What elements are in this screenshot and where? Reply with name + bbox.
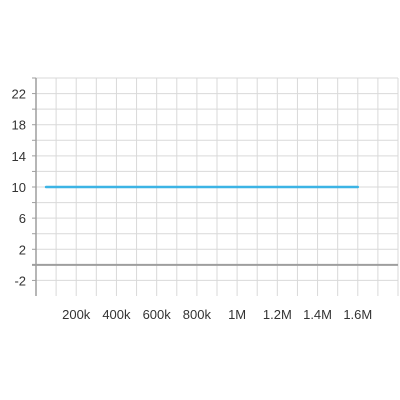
x-tick-label: 400k bbox=[102, 307, 131, 322]
axes bbox=[32, 77, 398, 296]
y-tick-label: 22 bbox=[12, 87, 26, 102]
x-tick-label: 1.6M bbox=[343, 307, 372, 322]
x-tick-label: 1.4M bbox=[303, 307, 332, 322]
y-tick-label: 6 bbox=[19, 211, 26, 226]
x-tick-label: 1M bbox=[228, 307, 246, 322]
x-tick-label: 800k bbox=[183, 307, 212, 322]
y-tick-label: 10 bbox=[12, 180, 26, 195]
y-tick-label: 18 bbox=[12, 118, 26, 133]
y-tick-label: 2 bbox=[19, 242, 26, 257]
x-tick-label: 1.2M bbox=[263, 307, 292, 322]
y-tick-label: 14 bbox=[12, 149, 26, 164]
x-tick-label: 200k bbox=[62, 307, 91, 322]
y-tick-label: -2 bbox=[14, 273, 26, 288]
tick-labels: 22 18 14 10 6 2 -2 200k 400k 600k 800k 1M 1.2M 1.4M 1.… bbox=[12, 87, 373, 322]
x-tick-label: 600k bbox=[143, 307, 172, 322]
